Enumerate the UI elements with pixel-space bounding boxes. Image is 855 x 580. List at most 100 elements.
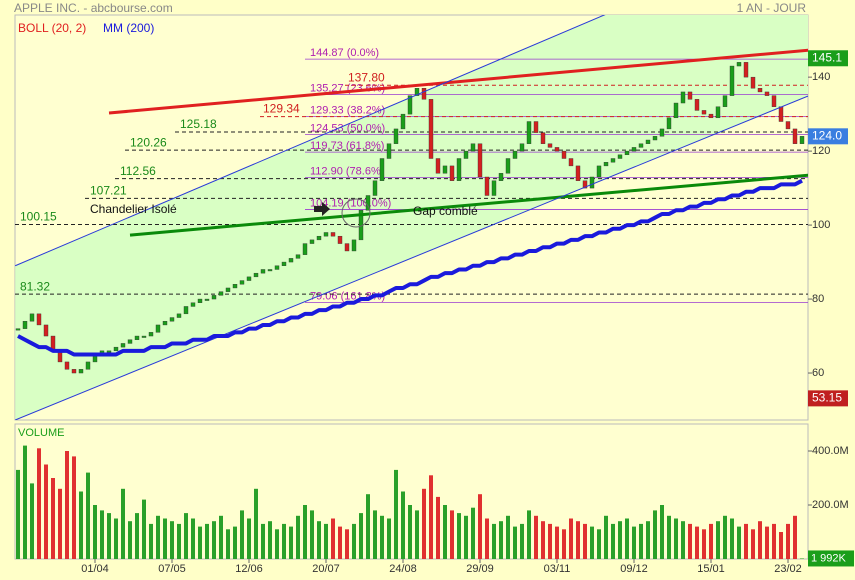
level-label: 112.56: [120, 164, 156, 178]
price-body: [148, 332, 154, 337]
volume-bar: [205, 523, 209, 559]
price-body: [281, 261, 287, 266]
price-body: [302, 243, 308, 255]
price-body: [750, 76, 756, 89]
volume-bar: [660, 505, 664, 559]
volume-bar: [464, 515, 468, 559]
volume-bar: [541, 521, 545, 559]
volume-bar: [555, 526, 559, 559]
price-body: [204, 298, 210, 301]
volume-bar: [709, 523, 713, 559]
legend-entry: MM (200): [103, 21, 154, 35]
volume-bar: [471, 507, 475, 559]
volume-bar: [275, 529, 279, 559]
trendline: [129, 173, 808, 237]
price-body: [771, 95, 777, 107]
price-body: [680, 91, 686, 104]
x-tick-label: 09/12: [620, 563, 648, 575]
price-body: [792, 128, 798, 144]
volume-bar: [611, 523, 615, 559]
volume-bar: [100, 510, 104, 559]
volume-bar: [429, 475, 433, 559]
price-body: [316, 235, 322, 241]
price-body: [463, 150, 469, 159]
price-body: [253, 272, 259, 278]
volume-bar: [422, 488, 426, 559]
volume-bar: [268, 521, 272, 559]
volume-bar: [646, 521, 650, 559]
x-tick-label: 15/01: [697, 563, 725, 575]
volume-bar: [107, 513, 111, 559]
price-body: [533, 121, 539, 133]
price-body: [372, 180, 378, 196]
volume-bar: [744, 523, 748, 559]
y-tick-label: 60: [812, 367, 824, 379]
volume-bar: [198, 526, 202, 559]
price-body: [421, 88, 427, 100]
volume-bar: [191, 518, 195, 559]
volume-bar: [345, 529, 349, 559]
price-body: [617, 154, 623, 159]
price-body: [659, 128, 665, 137]
price-box: [808, 390, 848, 407]
price-box: [808, 50, 848, 67]
volume-bar: [779, 532, 783, 559]
volume-tick-label: 400.0M: [812, 445, 849, 457]
price-body: [561, 150, 567, 159]
volume-bar: [296, 515, 300, 559]
volume-bar: [289, 526, 293, 559]
price-body: [15, 328, 21, 331]
price-body: [246, 276, 252, 281]
period-label: 1 AN - JOUR: [737, 1, 807, 15]
volume-bar: [534, 515, 538, 559]
price-body: [484, 176, 490, 196]
volume-bar: [142, 499, 146, 559]
price-body: [288, 258, 294, 263]
level-label: 100.15: [20, 210, 57, 224]
fib-label: 144.87 (0.0%): [310, 47, 379, 59]
volume-bar: [163, 518, 167, 559]
price-body: [498, 173, 504, 181]
volume-bar: [121, 488, 125, 559]
volume-bar: [800, 558, 804, 559]
price-box-label: 145.1: [812, 50, 842, 64]
volume-bar: [44, 464, 48, 559]
volume-bar: [492, 523, 496, 559]
volume-bar: [352, 523, 356, 559]
price-box-label: 124.0: [812, 128, 842, 142]
price-body: [78, 369, 84, 374]
volume-bar: [310, 510, 314, 559]
volume-bar: [562, 529, 566, 559]
volume-bar: [569, 518, 573, 559]
volume-bar: [401, 491, 405, 559]
price-body: [652, 136, 658, 141]
x-tick-label: 07/05: [158, 563, 186, 575]
price-body: [547, 143, 553, 148]
volume-bar: [772, 523, 776, 559]
volume-bar: [261, 523, 265, 559]
price-body: [407, 95, 413, 115]
price-body: [323, 232, 329, 237]
volume-bar: [72, 456, 76, 559]
volume-bar: [16, 469, 20, 559]
volume-bar: [751, 529, 755, 559]
volume-bar: [583, 523, 587, 559]
price-body: [414, 88, 420, 96]
volume-bar: [758, 521, 762, 559]
price-body: [260, 269, 266, 274]
volume-bar: [177, 523, 181, 559]
volume-bar: [114, 518, 118, 559]
price-body: [603, 162, 609, 167]
volume-bar: [128, 521, 132, 559]
price-body: [624, 150, 630, 156]
volume-bar: [415, 510, 419, 559]
volume-bar: [149, 523, 153, 559]
price-body: [176, 313, 182, 318]
price-body: [708, 113, 714, 119]
price-body: [127, 339, 133, 344]
volume-bar: [786, 523, 790, 559]
price-body: [295, 254, 301, 259]
volume-bar: [65, 451, 69, 559]
price-body: [778, 106, 784, 122]
